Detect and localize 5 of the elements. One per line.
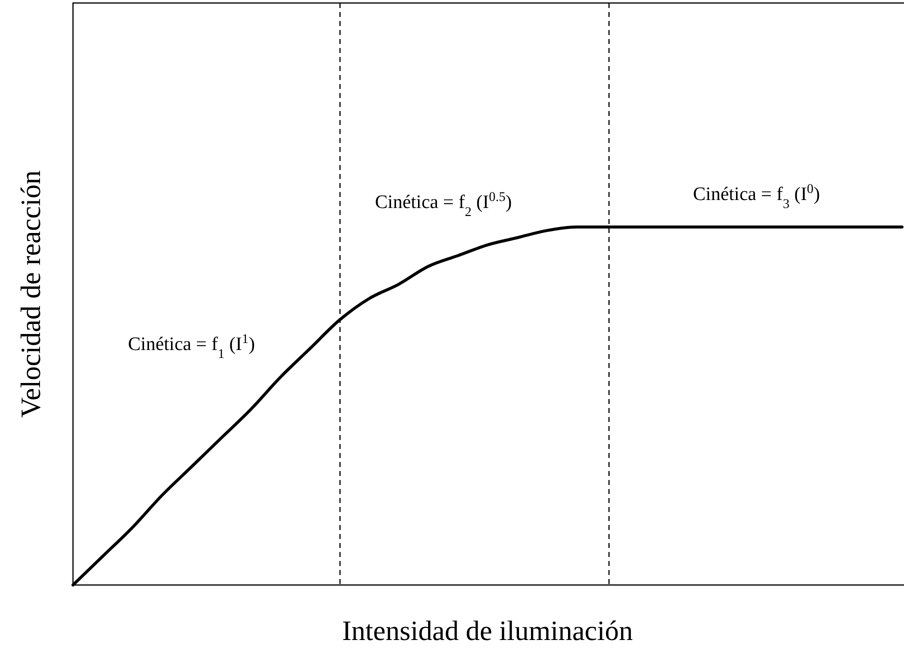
text: Cinética = f$_{2}$ (I$^{0.5}$) [375, 188, 512, 218]
y-axis-title: Velocidad de reacción [16, 170, 47, 418]
text: Cinética = f$_{3}$ (I$^{0}$) [693, 180, 820, 210]
x-axis-title: Intensidad de iluminación [342, 616, 633, 647]
annotation: Cinética = f$_{1}$ (I$^{1}$) [128, 330, 255, 360]
